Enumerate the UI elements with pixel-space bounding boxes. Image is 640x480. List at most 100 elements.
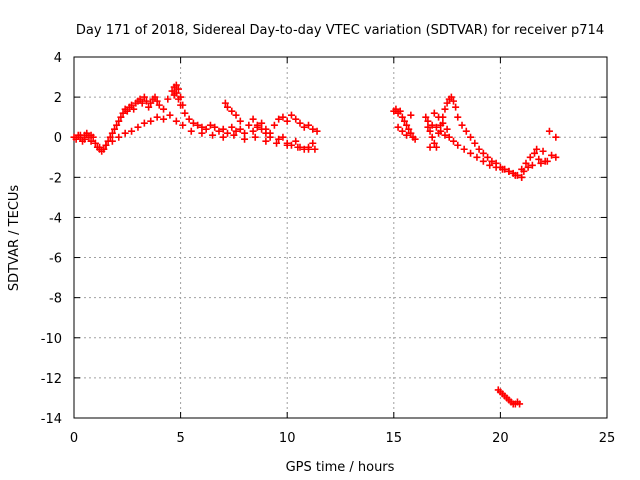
data-point — [224, 129, 232, 137]
data-point — [460, 145, 468, 153]
data-point — [189, 119, 197, 127]
data-point — [236, 117, 244, 125]
data-point — [313, 127, 321, 135]
data-point — [537, 159, 545, 167]
data-point — [449, 97, 457, 105]
data-point — [467, 133, 475, 141]
data-point — [437, 127, 445, 135]
data-points — [70, 81, 560, 408]
data-point — [185, 115, 193, 123]
data-point — [181, 109, 189, 117]
data-point — [535, 155, 543, 163]
data-point — [174, 85, 182, 93]
data-point — [394, 123, 402, 131]
data-point — [441, 131, 449, 139]
data-point — [479, 157, 487, 165]
data-point — [241, 135, 249, 143]
data-point — [505, 167, 513, 175]
data-point — [236, 125, 244, 133]
y-tick-label: -8 — [49, 292, 62, 307]
data-point — [287, 141, 295, 149]
data-point — [245, 121, 253, 129]
data-point — [539, 147, 547, 155]
data-point — [117, 113, 125, 121]
y-tick-label: 0 — [54, 131, 62, 146]
chart-title: Day 171 of 2018, Sidereal Day-to-day VTE… — [76, 23, 604, 38]
data-point — [447, 93, 455, 101]
data-point — [432, 143, 440, 151]
data-point — [198, 123, 206, 131]
x-tick-label: 0 — [70, 431, 78, 446]
data-point — [160, 115, 168, 123]
data-point — [300, 145, 308, 153]
data-point — [403, 121, 411, 129]
y-tick-label: -12 — [41, 372, 62, 387]
data-point — [253, 121, 261, 129]
x-axis-label: GPS time / hours — [286, 460, 395, 475]
x-tick-label: 15 — [386, 431, 403, 446]
data-point — [128, 101, 136, 109]
data-point — [172, 117, 180, 125]
data-point — [484, 153, 492, 161]
data-point — [522, 159, 530, 167]
data-point — [486, 161, 494, 169]
data-point — [452, 103, 460, 111]
data-point — [140, 119, 148, 127]
data-point — [89, 133, 97, 141]
data-point — [221, 99, 229, 107]
data-point — [232, 127, 240, 135]
data-point — [296, 143, 304, 151]
x-tick-label: 20 — [492, 431, 509, 446]
data-point — [492, 163, 500, 171]
data-point — [113, 121, 121, 129]
data-point — [499, 165, 507, 173]
data-point — [518, 173, 526, 181]
data-point — [194, 121, 202, 129]
data-point — [300, 123, 308, 131]
data-point — [292, 115, 300, 123]
data-point — [266, 133, 274, 141]
data-point — [160, 105, 168, 113]
data-point — [528, 161, 536, 169]
data-point — [202, 125, 210, 133]
data-point — [145, 103, 153, 111]
data-point — [273, 139, 281, 147]
x-tick-label: 25 — [599, 431, 616, 446]
data-point — [283, 117, 291, 125]
data-point — [249, 115, 257, 123]
y-axis-label: SDTVAR / TECUs — [7, 185, 22, 292]
data-point — [155, 101, 163, 109]
data-point — [545, 127, 553, 135]
data-point — [275, 135, 283, 143]
data-point — [396, 107, 404, 115]
data-point — [121, 129, 129, 137]
data-point — [147, 117, 155, 125]
data-point — [424, 117, 432, 125]
data-point — [407, 111, 415, 119]
data-point — [432, 123, 440, 131]
data-point — [309, 139, 317, 147]
data-point — [115, 117, 123, 125]
data-point — [475, 145, 483, 153]
data-point — [111, 125, 119, 133]
data-point — [164, 95, 172, 103]
x-tick-label: 10 — [279, 431, 296, 446]
data-point — [119, 109, 127, 117]
data-point — [471, 139, 479, 147]
data-point — [76, 131, 84, 139]
data-point — [258, 125, 266, 133]
data-point — [511, 171, 519, 179]
data-point — [179, 121, 187, 129]
data-point — [411, 135, 419, 143]
data-point — [262, 137, 270, 145]
data-point — [305, 121, 313, 129]
data-point — [552, 153, 560, 161]
data-point — [541, 157, 549, 165]
data-point — [296, 119, 304, 127]
x-tick-label: 5 — [176, 431, 184, 446]
data-point — [305, 143, 313, 151]
data-point — [134, 123, 142, 131]
data-point — [206, 121, 214, 129]
data-point — [439, 119, 447, 127]
data-point — [102, 141, 110, 149]
